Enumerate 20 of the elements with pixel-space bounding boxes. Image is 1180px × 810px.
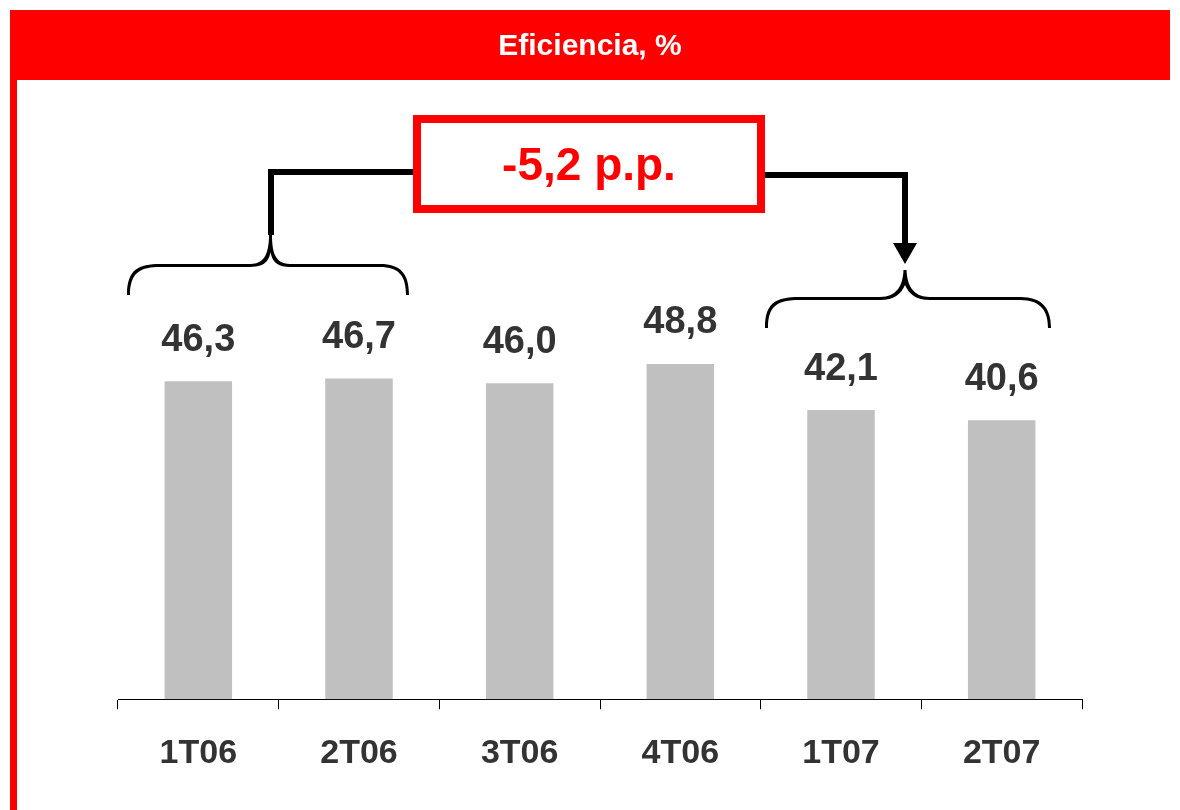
x-tick-label: 2T07	[962, 731, 1041, 770]
text: -5,2 p.p.	[501, 137, 677, 192]
bar	[485, 383, 554, 700]
x-tick-label: 2T06	[320, 731, 398, 770]
data-label: 40,6	[964, 355, 1039, 398]
data-label: 46,0	[482, 318, 557, 361]
bar	[807, 410, 875, 700]
data-label: 42,1	[804, 345, 878, 388]
bar	[967, 420, 1036, 700]
x-tick-label: 3T06	[480, 731, 559, 770]
data-label: 46,3	[161, 316, 236, 359]
x-tick-label: 1T06	[159, 731, 238, 770]
x-tick-label: 4T06	[641, 731, 720, 770]
bar	[164, 381, 233, 700]
chart-title: Eficiencia, %	[10, 10, 1170, 80]
data-label: 46,7	[322, 313, 396, 356]
x-tick-label: 1T07	[802, 731, 880, 770]
bar	[325, 378, 393, 700]
data-label: 48,8	[643, 299, 718, 342]
bar	[646, 364, 715, 700]
